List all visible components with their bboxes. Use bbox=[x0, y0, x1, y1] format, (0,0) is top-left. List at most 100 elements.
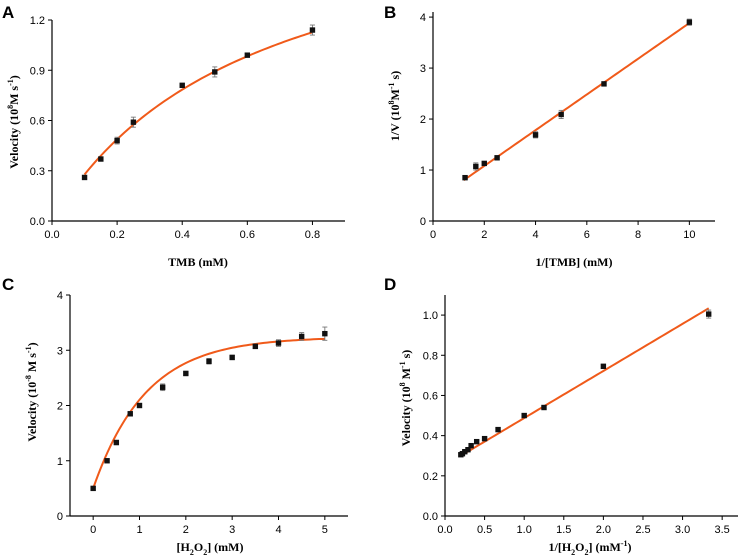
panel-a-data-point bbox=[212, 69, 218, 75]
panel-c-y-tick-label: 4 bbox=[57, 290, 63, 302]
panel-b-xlabel: 1/[TMB] (mM) bbox=[536, 255, 613, 269]
panel-a-y-tick-label: 1.2 bbox=[30, 15, 45, 27]
panel-b-x-tick-label: 10 bbox=[683, 229, 695, 241]
panel-c-y-tick-label: 2 bbox=[57, 401, 63, 413]
panel-c-x-tick-label: 3 bbox=[229, 524, 235, 536]
panel-c-data-point bbox=[206, 358, 212, 364]
panel-a-data-point bbox=[114, 137, 120, 144]
panel-c-fit-curve bbox=[92, 337, 325, 489]
panel-b-label: B bbox=[384, 3, 396, 22]
panel-b-x-tick-label: 6 bbox=[584, 229, 590, 241]
panel-c-data-point bbox=[275, 340, 282, 346]
panel-b-data-point bbox=[481, 160, 487, 167]
panel-d-x-tick-label: 1.5 bbox=[556, 524, 571, 536]
panel-c-data-point bbox=[127, 411, 133, 417]
panel-d: D 0.0 0.5 1.0 1.5 2.0 2.5 3.0 3.50.00.20.40.60.… bbox=[384, 275, 738, 557]
panel-c-ylabel: Velocity (10-8 M s-1) bbox=[24, 342, 39, 441]
panel-b-y-tick-label: 0 bbox=[420, 216, 426, 228]
panel-a-ylabel: Velocity (108M s-1) bbox=[6, 75, 21, 169]
panel-b-y-tick-label: 4 bbox=[420, 12, 426, 24]
panel-a-y-tick-label: 0.9 bbox=[30, 65, 45, 77]
panel-d-y-tick-label: 1.0 bbox=[423, 310, 438, 322]
panel-d-data-point bbox=[468, 442, 474, 449]
panel-c-x-tick-label: 5 bbox=[322, 524, 328, 536]
panel-c-x-tick-label: 4 bbox=[275, 524, 281, 536]
panel-d-data-point bbox=[465, 447, 471, 453]
panel-a-y-tick-label: 0.3 bbox=[30, 166, 45, 178]
panel-b-data-point bbox=[532, 132, 539, 138]
panel-b-data-point bbox=[462, 174, 468, 181]
panel-c-x-tick-label: 0 bbox=[90, 524, 96, 536]
panel-c: C 0 1 2 3 4 5 0 1 2 3 4 [H2O2] (mM) Velocity (10-8… bbox=[2, 275, 348, 557]
panel-c-data-point bbox=[159, 384, 166, 390]
panel-d-data-point bbox=[481, 435, 488, 442]
panel-b-y-tick-label: 2 bbox=[420, 114, 426, 126]
panel-c-data-point bbox=[113, 439, 120, 446]
panel-b-data-point bbox=[558, 111, 564, 118]
panel-b-y-tick-label: 3 bbox=[420, 63, 426, 75]
panel-a-x-tick-label: 0.8 bbox=[305, 229, 320, 241]
panel-d-fit-curve bbox=[460, 307, 710, 457]
panel-c-data-point bbox=[229, 354, 235, 361]
panel-d-x-tick-label: 1.0 bbox=[517, 524, 532, 536]
panel-c-data-point bbox=[298, 333, 305, 340]
panel-b-x-tick-label: 0 bbox=[430, 229, 436, 241]
panel-d-x-tick-label: 2.5 bbox=[635, 524, 650, 536]
panel-d-label: D bbox=[384, 275, 396, 294]
panel-a-x-tick-label: 0.2 bbox=[109, 229, 124, 241]
panel-d-y-tick-label: 0.0 bbox=[423, 511, 438, 523]
panel-d-data-point bbox=[600, 363, 607, 370]
panel-a-data-point bbox=[179, 82, 185, 89]
panel-d-x-tick-label: 3.0 bbox=[675, 524, 690, 536]
panel-a-data-point bbox=[309, 27, 316, 33]
panel-d-y-tick-label: 0.4 bbox=[423, 431, 438, 443]
panel-d-x-tick-label: 0.5 bbox=[477, 524, 492, 536]
panel-b-data-point bbox=[494, 155, 500, 161]
panel-b: B 0 2 4 6 8 10 0 1 2 3 4 1/[TMB] (mM) 1/V (108M-1 … bbox=[384, 3, 715, 269]
panel-d-x-tick-label: 0.0 bbox=[437, 524, 452, 536]
panel-c-y-tick-label: 0 bbox=[57, 511, 63, 523]
panel-a-data-point bbox=[130, 119, 137, 125]
panel-a-data-point bbox=[244, 52, 251, 58]
panel-b-data-point bbox=[601, 81, 607, 87]
panel-d-ylabel: Velocity (108 M-1 s) bbox=[398, 350, 413, 447]
panel-a-data-point bbox=[98, 156, 104, 162]
panel-a-fit-curve bbox=[83, 31, 313, 176]
panel-b-data-point bbox=[686, 19, 693, 25]
panel-d-data-point bbox=[495, 426, 501, 433]
panel-d-data-point bbox=[541, 404, 547, 411]
panel-d-y-tick-label: 0.2 bbox=[423, 471, 438, 483]
panel-a-y-tick-label: 0.0 bbox=[30, 216, 45, 228]
panel-c-xlabel: [H2O2] (mM) bbox=[177, 540, 244, 557]
panel-a-x-tick-label: 0.4 bbox=[175, 229, 190, 241]
panel-c-data-point bbox=[322, 330, 328, 337]
panel-b-x-tick-label: 4 bbox=[532, 229, 538, 241]
panel-b-plot: 0 2 4 6 8 10 0 1 2 3 4 bbox=[420, 12, 715, 241]
panel-b-data-point bbox=[473, 163, 479, 170]
panel-a: A 0.0 0.2 0.4 0.6 0.8 0.0 0.3 0.6 0.9 1.2 TMB (mM… bbox=[2, 3, 345, 269]
panel-d-plot: 0.0 0.5 1.0 1.5 2.0 2.5 3.0 3.5 0.0 0.2 0.4 0.6 0.8 1… bbox=[423, 295, 738, 536]
panel-d-data-point bbox=[473, 438, 480, 445]
panel-a-x-tick-label: 0.6 bbox=[240, 229, 255, 241]
panel-a-label: A bbox=[2, 3, 14, 22]
panel-b-x-tick-label: 8 bbox=[635, 229, 641, 241]
panel-d-data-point bbox=[462, 449, 468, 455]
panel-a-data-point bbox=[81, 174, 88, 181]
panel-a-plot: 0.0 0.2 0.4 0.6 0.8 0.0 0.3 0.6 0.9 1.2 bbox=[30, 15, 345, 241]
panel-b-fit-curve bbox=[463, 22, 690, 182]
panel-d-x-tick-label: 2.0 bbox=[596, 524, 611, 536]
panel-b-ylabel: 1/V (108M-1 s) bbox=[387, 71, 402, 141]
panel-c-x-tick-label: 2 bbox=[183, 524, 189, 536]
panel-d-xlabel: 1/[H2O2] (mM-1) bbox=[548, 539, 631, 557]
panel-c-data-point bbox=[136, 402, 143, 409]
panel-a-y-tick-label: 0.6 bbox=[30, 116, 45, 128]
panel-c-data-point bbox=[90, 485, 96, 492]
panel-d-y-tick-label: 0.8 bbox=[423, 350, 438, 362]
panel-d-data-point bbox=[521, 412, 527, 419]
panel-c-data-point bbox=[252, 343, 259, 350]
panel-c-x-tick-label: 1 bbox=[136, 524, 142, 536]
panel-c-label: C bbox=[2, 275, 14, 294]
panel-c-plot: 0 1 2 3 4 5 0 1 2 3 4 bbox=[57, 290, 348, 536]
panel-c-y-tick-label: 1 bbox=[57, 456, 63, 468]
